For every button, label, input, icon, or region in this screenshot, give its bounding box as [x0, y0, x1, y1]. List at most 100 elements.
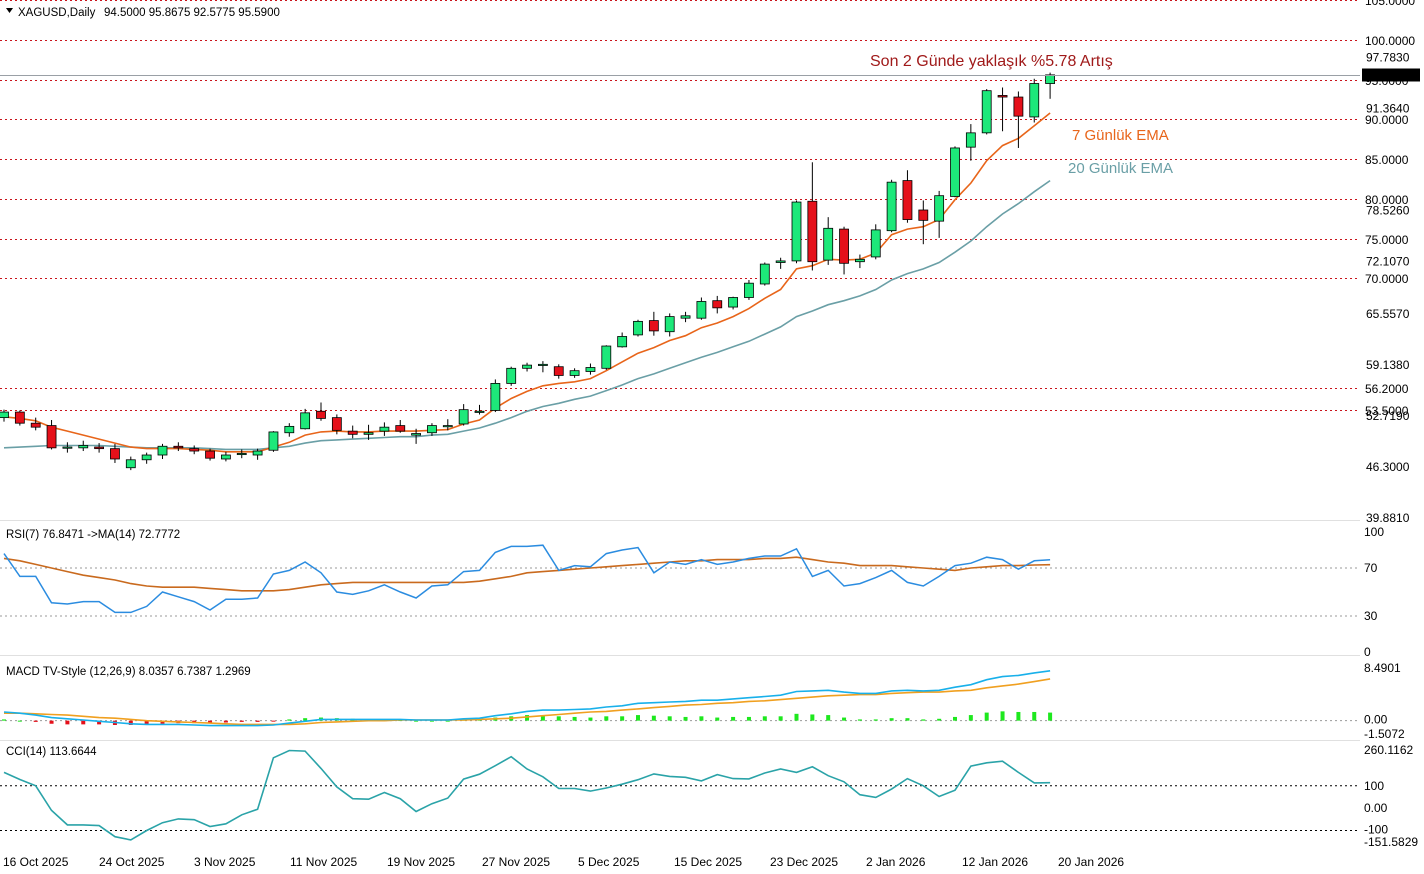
candle — [807, 162, 818, 271]
candle — [680, 311, 691, 323]
candle-body-bull — [569, 370, 580, 376]
level-tag: 75.0000 — [1365, 233, 1409, 247]
candle-body-bear — [205, 450, 215, 459]
macd-histogram-bar — [540, 715, 545, 721]
candle-body-bull — [284, 425, 295, 434]
candle — [696, 297, 707, 320]
candle-body-bear — [94, 446, 104, 450]
candle-body-bull — [62, 446, 73, 449]
candle — [585, 363, 596, 375]
macd-histogram-bar — [160, 720, 165, 724]
candle-body-bear — [30, 422, 41, 428]
candle — [46, 420, 57, 450]
candle-body-bull — [236, 453, 247, 456]
macd-histogram-bar — [588, 717, 593, 721]
candle-body-bull — [696, 301, 707, 319]
rsi-tick: 0 — [1364, 645, 1371, 659]
candle — [553, 364, 564, 379]
macd-histogram-bar — [873, 719, 878, 721]
macd-histogram-bar — [223, 720, 228, 723]
level-tag: 90.0000 — [1365, 113, 1409, 127]
collapse-triangle-icon[interactable] — [6, 8, 13, 13]
candle — [173, 442, 184, 452]
macd-histogram-bar — [287, 719, 292, 721]
macd-histogram-bar — [762, 716, 767, 721]
candle — [300, 408, 311, 430]
level-tag-bg — [1362, 33, 1420, 47]
candle — [474, 404, 485, 415]
candle — [236, 449, 247, 459]
ema20-annotation: 20 Günlük EMA — [1068, 160, 1173, 177]
macd-histogram-bar — [715, 717, 720, 721]
candle — [648, 311, 659, 336]
macd-histogram-bar — [208, 720, 213, 724]
macd-histogram-bar — [49, 720, 54, 724]
macd-histogram-bar — [984, 712, 989, 721]
macd-histogram-bar — [604, 716, 609, 721]
price-tick: 91.3640 — [1366, 101, 1410, 115]
macd-histogram-bar — [968, 715, 973, 721]
rsi-tick: 30 — [1364, 609, 1378, 623]
macd-pane: 8.4901 0.00-1.5072 — [0, 661, 1405, 741]
candle-body-bull — [220, 454, 231, 460]
macd-histogram-bar — [525, 715, 530, 721]
cci-series — [3, 749, 1051, 841]
macd-histogram-bar — [1048, 712, 1053, 721]
level-tag-bg — [1362, 112, 1420, 126]
candle-body-bear — [712, 300, 723, 309]
candle — [458, 404, 469, 426]
price-axis: 97.7830 91.3640 78.5260 72.1070 65.5570 59.13… — [0, 50, 1420, 525]
candle — [601, 345, 612, 370]
candle — [110, 443, 120, 463]
price-tick: 59.1380 — [1366, 358, 1410, 372]
cci-pane: 260.1162 100 0.00 -100-151.5829 — [0, 743, 1418, 849]
candle-body-bull — [252, 450, 263, 456]
price-tick: 72.1070 — [1366, 255, 1410, 269]
price-tick: 97.7830 — [1366, 50, 1410, 64]
macd-histogram-bar — [1000, 711, 1005, 721]
candle — [30, 417, 41, 431]
macd-histogram-bar — [81, 720, 86, 725]
macd-histogram-bar — [128, 720, 133, 725]
macd-histogram-bar — [826, 715, 831, 721]
candle — [617, 332, 628, 348]
level-tag: 80.0000 — [1365, 193, 1409, 207]
ema7-annotation: 7 Günlük EMA — [1072, 127, 1169, 144]
candle — [427, 423, 437, 436]
macd-tick: -1.5072 — [1364, 727, 1405, 741]
macd-histogram-bar — [97, 720, 102, 725]
macd-histogram-bar — [746, 716, 751, 721]
candle — [1013, 91, 1024, 148]
candle-body-bull — [506, 367, 517, 384]
candle-body-bull — [538, 363, 548, 366]
candle — [934, 190, 945, 238]
macd-histogram-bar — [17, 720, 22, 722]
ohlc-readout: 94.5000 95.8675 92.5775 95.5900 — [104, 7, 280, 19]
macd-histogram-bar — [937, 718, 942, 721]
candle — [490, 379, 501, 413]
level-tag: 100.0000 — [1365, 34, 1415, 48]
candle — [823, 217, 834, 265]
level-tag-bg — [1362, 232, 1420, 246]
candle-body-bull — [458, 409, 469, 425]
date-tick: 5 Dec 2025 — [578, 855, 640, 869]
candle — [379, 422, 390, 436]
candle-body-bull — [759, 263, 770, 285]
candle-body-bear — [316, 410, 326, 419]
candle-body-bull — [981, 90, 992, 134]
date-tick: 23 Dec 2025 — [770, 855, 838, 869]
macd-histogram-bar — [636, 715, 640, 721]
candle-body-bull — [363, 432, 374, 435]
candle — [205, 448, 215, 461]
candle — [411, 428, 422, 444]
macd-histogram-bar — [1032, 711, 1037, 721]
current-price-tag-bg — [1362, 68, 1420, 82]
candle-body-bull — [886, 181, 897, 232]
candle — [94, 443, 104, 453]
candle — [284, 423, 295, 437]
price-tick: 39.8810 — [1366, 511, 1410, 525]
date-tick: 11 Nov 2025 — [290, 855, 357, 869]
candle — [997, 87, 1008, 132]
macd-label: MACD TV-Style (12,26,9) 8.0357 6.7387 1.… — [6, 666, 251, 678]
